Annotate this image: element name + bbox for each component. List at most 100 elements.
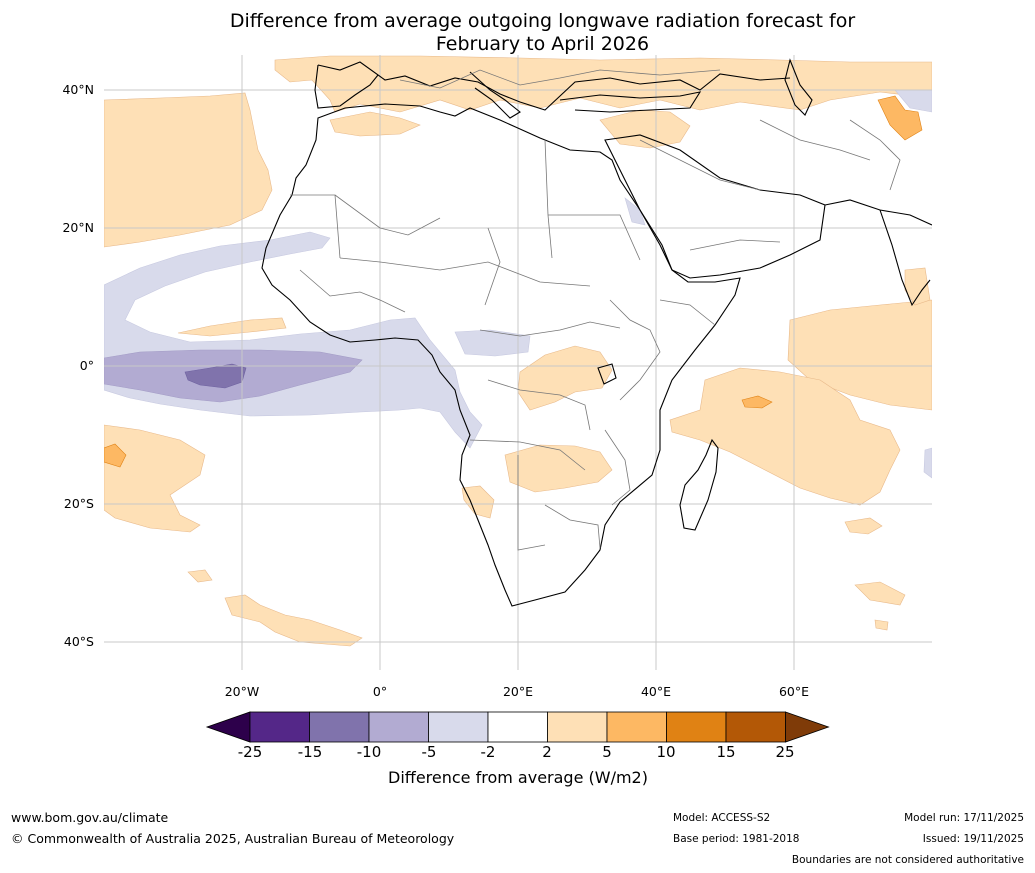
iran-strong-positive-area <box>877 95 923 141</box>
lon-label-40e: 40°E <box>640 684 672 699</box>
border-angola-zambia <box>469 439 586 471</box>
colorbar-segment <box>249 711 310 743</box>
colorbar-segment <box>606 711 667 743</box>
central-africa-positive-area <box>517 345 613 411</box>
graticule <box>104 55 932 670</box>
lat-label-equator: 0° <box>79 358 94 373</box>
coastlines <box>261 58 932 607</box>
border-namibia-botswana <box>517 455 546 551</box>
colorbar-segment <box>487 711 548 743</box>
footer-copyright: © Commonwealth of Australia 2025, Austra… <box>11 831 455 846</box>
country-borders <box>290 69 901 551</box>
south-indian-ocean-positive-blob-2 <box>854 581 906 606</box>
colorbar-segment <box>309 711 370 743</box>
indian-ocean-positive-area <box>669 367 901 506</box>
colorbar-tick-label: 15 <box>716 743 736 761</box>
positive-anomaly-areas <box>104 55 932 647</box>
iran-coastline <box>824 199 932 226</box>
congo-negative-area <box>454 329 531 357</box>
border-algeria-mali <box>334 194 441 236</box>
border-east-africa <box>609 299 661 401</box>
angola-coast-positive-area <box>461 485 495 519</box>
madagascar-coastline <box>679 438 719 531</box>
footer-disclaimer: Boundaries are not considered authoritat… <box>791 854 1024 866</box>
colorbar-label: Difference from average (W/m2) <box>388 768 648 787</box>
colorbar-tick-label: -25 <box>237 743 263 761</box>
italy-coastline <box>469 71 521 119</box>
border-west-africa <box>299 269 406 313</box>
southern-ocean-positive-area <box>224 594 363 647</box>
colorbar <box>205 711 830 743</box>
colorbar-segment <box>666 711 727 743</box>
lat-label-40n: 40°N <box>62 82 94 97</box>
border-central-africa <box>479 321 621 337</box>
southern-africa-positive-area <box>504 444 613 493</box>
footer-website: www.bom.gov.au/climate <box>11 810 169 825</box>
border-chad-niger <box>484 227 501 306</box>
europe-coastline <box>317 61 791 111</box>
lake-victoria-coastline <box>597 363 617 385</box>
mediterranean-positive-area <box>329 111 421 137</box>
border-sudan <box>548 214 641 261</box>
colorbar-tick-label: -15 <box>297 743 323 761</box>
iberia-coastline <box>314 64 379 109</box>
lon-label-20w: 20°W <box>224 684 260 699</box>
colorbar-segment <box>368 711 429 743</box>
border-drc <box>487 379 591 431</box>
footer-issued: Issued: 19/11/2025 <box>922 833 1024 845</box>
map-title-line-2: February to April 2026 <box>435 33 650 55</box>
indian-ocean-strong-positive-area <box>741 395 773 409</box>
border-mozambique <box>604 429 631 506</box>
east-indian-ocean-negative-area <box>923 447 932 479</box>
lat-label-40s: 40°S <box>63 634 94 649</box>
border-south-africa <box>544 504 601 549</box>
india-positive-area <box>904 267 931 306</box>
colorbar-tick-label: 25 <box>775 743 795 761</box>
colorbar-upper-extension <box>785 711 830 743</box>
strong-positive-anomaly-areas <box>104 95 923 468</box>
tropical-atlantic-positive-strip <box>177 317 287 337</box>
map-title: Difference from average outgoing longwav… <box>0 10 1035 56</box>
colorbar-segment <box>428 711 489 743</box>
border-horn <box>659 299 716 326</box>
border-europe <box>399 69 721 89</box>
north-atlantic-positive-area <box>104 92 273 248</box>
atlantic-itcz-negative-area <box>104 231 483 449</box>
south-indian-ocean-positive-blob-3 <box>874 619 889 631</box>
south-indian-ocean-positive-blob <box>844 517 883 535</box>
lon-label-0: 0° <box>372 684 388 699</box>
lon-label-20e: 20°E <box>502 684 534 699</box>
footer-model-run: Model run: 17/11/2025 <box>904 812 1024 824</box>
border-libya-egypt <box>544 139 553 259</box>
colorbar-tick-label: 5 <box>602 743 612 761</box>
olr-anomaly-map <box>104 55 932 670</box>
africa-coastline <box>261 103 741 607</box>
colorbar-tick-label: -5 <box>421 743 437 761</box>
colorbar-segment <box>547 711 608 743</box>
border-iran-iraq <box>759 119 871 161</box>
lat-label-20s: 20°S <box>63 496 94 511</box>
south-atlantic-positive-area <box>104 424 206 533</box>
caspian-coastline <box>784 58 813 116</box>
anatolia-coastline <box>559 91 702 113</box>
colorbar-tick-label: 2 <box>542 743 552 761</box>
lon-label-60e: 60°E <box>778 684 810 699</box>
lat-label-20n: 20°N <box>62 220 94 235</box>
border-sahara-west <box>290 194 341 259</box>
border-afghanistan <box>849 119 901 191</box>
europe-positive-area <box>274 55 932 113</box>
red-sea-negative-area <box>624 197 646 226</box>
india-coastline <box>879 209 931 307</box>
border-saudi-yemen <box>689 239 781 251</box>
colorbar-segment <box>725 711 786 743</box>
footer-base-period: Base period: 1981-2018 <box>673 833 800 845</box>
border-sahel <box>339 257 591 287</box>
border-middle-east <box>639 139 761 191</box>
south-atlantic-strong-positive-area <box>104 443 127 468</box>
arabia-coastline <box>604 134 826 279</box>
footer-model: Model: ACCESS-S2 <box>673 812 771 824</box>
colorbar-lower-extension <box>205 711 251 743</box>
colorbar-tick-label: -2 <box>480 743 496 761</box>
colorbar-tick-label: 10 <box>656 743 676 761</box>
colorbar-tick-label: -10 <box>356 743 382 761</box>
